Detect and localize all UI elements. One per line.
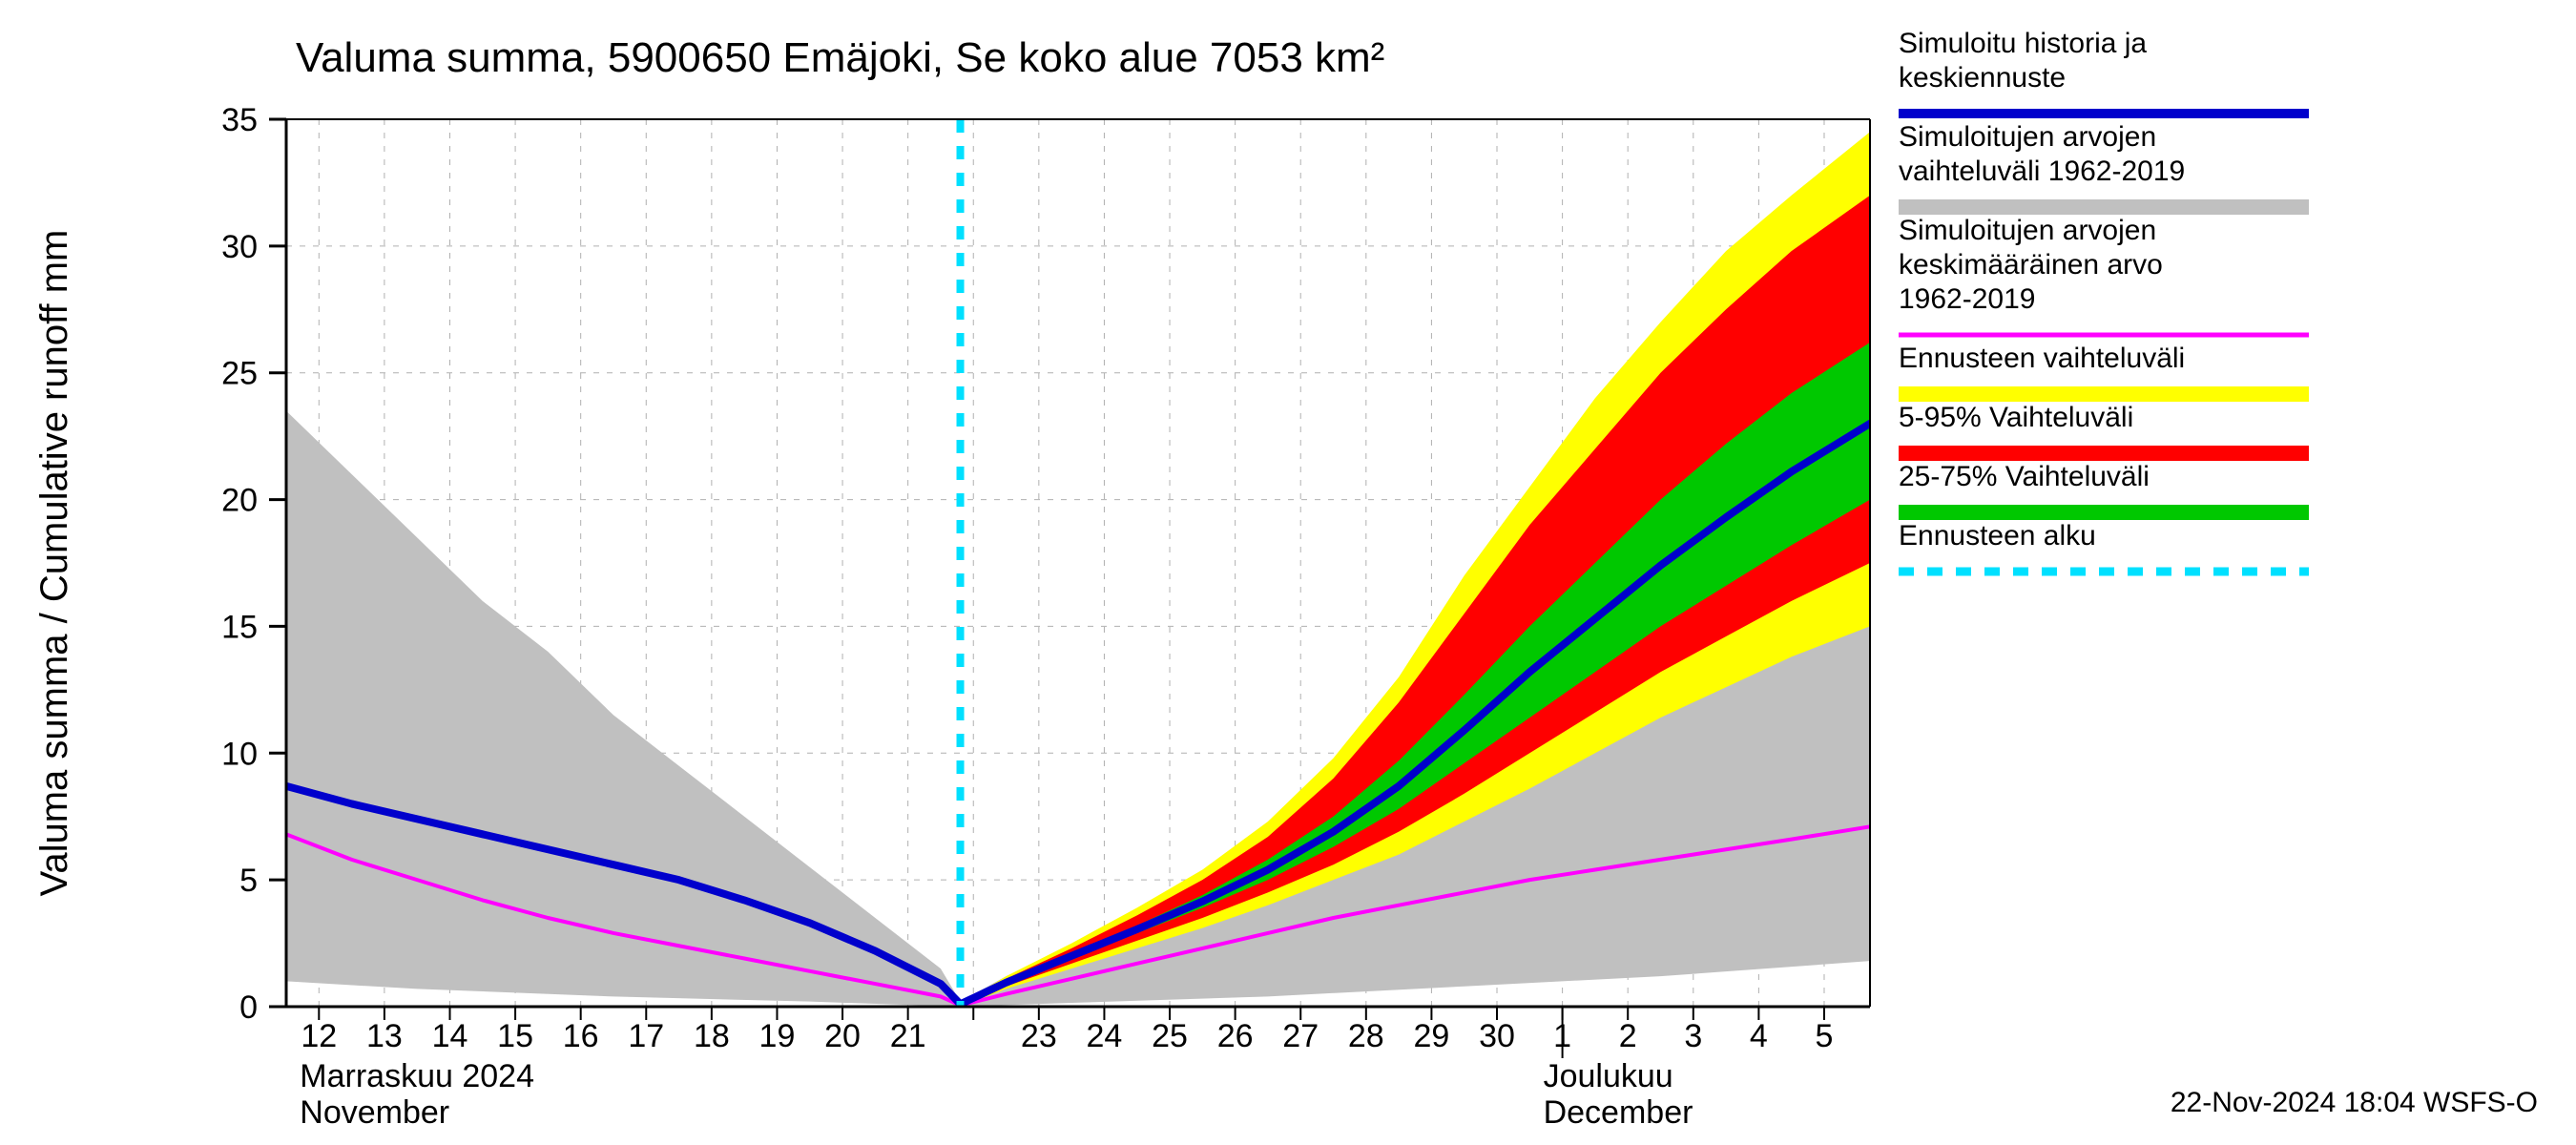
x-tick-label: 16	[563, 1018, 599, 1054]
chart-root: 0510152025303512131415161718192021232425…	[0, 0, 2576, 1145]
month-label-line2: November	[300, 1094, 449, 1131]
y-tick-label: 35	[221, 102, 258, 138]
legend-label: 25-75% Vaihteluväli	[1899, 461, 2150, 492]
x-tick-label: 2	[1619, 1018, 1637, 1054]
x-tick-label: 24	[1087, 1018, 1123, 1054]
legend-swatch-red	[1899, 446, 2309, 461]
y-tick-label: 20	[221, 483, 258, 519]
legend-swatch-yellow	[1899, 386, 2309, 402]
legend-swatch-green	[1899, 505, 2309, 520]
legend-label: Simuloitujen arvojen	[1899, 215, 2156, 246]
x-tick-label: 14	[432, 1018, 468, 1054]
legend-label: Simuloitu historia ja	[1899, 28, 2147, 59]
footer-timestamp: 22-Nov-2024 18:04 WSFS-O	[2171, 1087, 2538, 1118]
y-axis-label: Valuma summa / Cumulative runoff mm	[33, 230, 75, 897]
legend-label: vaihteluväli 1962-2019	[1899, 156, 2185, 187]
month-label-line2: December	[1544, 1094, 1693, 1131]
legend-label: keskiennuste	[1899, 62, 2066, 94]
legend-label: Simuloitujen arvojen	[1899, 121, 2156, 153]
x-tick-label: 3	[1684, 1018, 1702, 1054]
legend-label: 5-95% Vaihteluväli	[1899, 402, 2133, 433]
y-tick-label: 15	[221, 609, 258, 645]
y-tick-label: 30	[221, 229, 258, 265]
x-tick-label: 18	[694, 1018, 730, 1054]
x-tick-label: 30	[1479, 1018, 1515, 1054]
y-tick-label: 25	[221, 356, 258, 392]
x-tick-label: 21	[890, 1018, 926, 1054]
x-tick-label: 28	[1348, 1018, 1384, 1054]
x-tick-label: 4	[1750, 1018, 1768, 1054]
x-tick-label: 12	[301, 1018, 337, 1054]
x-tick-label: 17	[628, 1018, 664, 1054]
x-tick-label: 27	[1282, 1018, 1319, 1054]
chart-title: Valuma summa, 5900650 Emäjoki, Se koko a…	[296, 34, 1384, 81]
x-tick-label: 19	[759, 1018, 796, 1054]
legend-label: keskimääräinen arvo	[1899, 249, 2163, 281]
x-tick-label: 15	[497, 1018, 533, 1054]
y-tick-label: 5	[239, 863, 258, 899]
legend-swatch-gray	[1899, 199, 2309, 215]
x-tick-label: 29	[1413, 1018, 1449, 1054]
chart-svg: 0510152025303512131415161718192021232425…	[0, 0, 2576, 1145]
y-tick-label: 10	[221, 736, 258, 772]
legend-label: Ennusteen alku	[1899, 520, 2096, 552]
x-tick-label: 20	[824, 1018, 861, 1054]
x-tick-label: 5	[1816, 1018, 1834, 1054]
x-tick-label: 13	[366, 1018, 403, 1054]
legend-label: Ennusteen vaihteluväli	[1899, 343, 2185, 374]
month-label-line1: Marraskuu 2024	[300, 1058, 534, 1094]
x-tick-label: 26	[1217, 1018, 1254, 1054]
legend-label: 1962-2019	[1899, 283, 2035, 315]
x-tick-label: 23	[1021, 1018, 1057, 1054]
y-tick-label: 0	[239, 989, 258, 1026]
x-tick-label: 25	[1152, 1018, 1188, 1054]
month-label-line1: Joulukuu	[1544, 1058, 1673, 1094]
